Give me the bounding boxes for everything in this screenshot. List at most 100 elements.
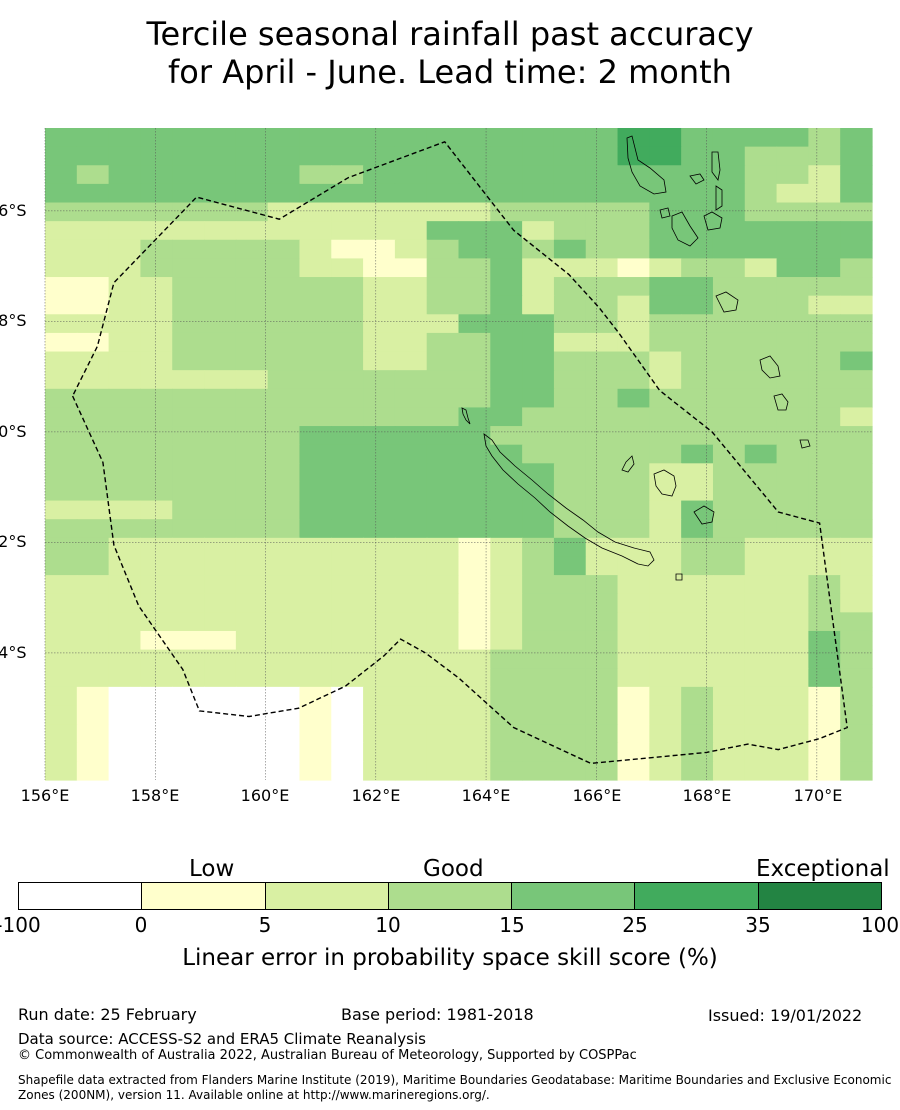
skill-cell — [426, 537, 460, 558]
skill-cell — [522, 314, 555, 334]
skill-cell — [363, 407, 396, 427]
skill-cell — [490, 537, 523, 558]
skill-cell — [808, 165, 841, 185]
skill-cell — [363, 128, 396, 148]
skill-cell — [649, 314, 682, 334]
skill-cell — [585, 463, 619, 483]
skill-cell — [204, 537, 237, 558]
skill-cell — [394, 388, 428, 409]
skill-cell — [617, 481, 650, 502]
skill-cell — [331, 388, 364, 409]
skill-cell — [299, 332, 332, 353]
skill-cell — [76, 239, 110, 259]
skill-cell — [744, 165, 778, 185]
skill-cell — [172, 537, 205, 558]
skill-cell — [235, 463, 269, 483]
skill-cell — [808, 668, 841, 688]
skill-cell — [45, 556, 78, 576]
skill-cell — [299, 351, 332, 371]
skill-cell — [649, 761, 682, 781]
skill-cell — [617, 239, 650, 259]
skill-cell — [299, 556, 332, 576]
skill-cell — [712, 165, 746, 185]
skill-cell — [458, 593, 491, 613]
skill-cell — [299, 724, 332, 744]
skill-cell — [331, 537, 364, 558]
skill-cell — [140, 258, 173, 278]
skill-cell — [712, 277, 746, 297]
skill-cell — [776, 165, 809, 185]
skill-cell — [681, 668, 714, 688]
skill-cell — [363, 630, 396, 651]
skill-cell — [712, 686, 746, 707]
lon-label: 164°E — [461, 786, 511, 805]
skill-cell — [585, 742, 619, 762]
island — [689, 173, 705, 185]
skill-cell — [76, 481, 110, 502]
skill-cell — [76, 388, 110, 409]
skill-cell — [649, 724, 682, 744]
skill-cell — [585, 593, 619, 613]
skill-cell — [172, 705, 205, 725]
skill-cell — [712, 351, 746, 371]
skill-cell — [840, 575, 873, 595]
island — [799, 439, 811, 449]
colorbar-tick: 25 — [622, 913, 648, 937]
skill-cell — [712, 332, 746, 353]
skill-cell — [840, 277, 873, 297]
graticule — [44, 128, 872, 780]
island — [715, 185, 723, 211]
colorbar-label: Linear error in probability space skill … — [182, 945, 718, 971]
skill-cell — [172, 258, 205, 278]
skill-cell — [617, 407, 650, 427]
skill-cell — [235, 128, 269, 148]
skill-cell — [681, 426, 714, 446]
skill-cell — [235, 668, 269, 688]
skill-cell — [808, 593, 841, 613]
skill-cell — [394, 426, 428, 446]
skill-cell — [235, 500, 269, 520]
skill-cell — [681, 649, 714, 669]
skill-cell — [458, 183, 491, 204]
skill-cell — [776, 630, 809, 651]
skill-cell — [840, 351, 873, 371]
skill-cell — [712, 742, 746, 762]
skill-cell — [299, 202, 332, 222]
skill-cell — [172, 500, 205, 520]
skill-cell — [45, 388, 78, 409]
skill-cell — [712, 146, 746, 166]
skill-cell — [267, 500, 301, 520]
skill-cell — [204, 649, 237, 669]
skill-cell — [522, 165, 555, 185]
legend-category-low: Low — [189, 856, 235, 882]
skill-cell — [712, 314, 746, 334]
skill-cell — [363, 221, 396, 241]
skill-cell — [76, 593, 110, 613]
skill-cell — [808, 705, 841, 725]
skill-cell — [617, 668, 650, 688]
skill-cell — [394, 612, 428, 632]
skill-cell — [45, 686, 78, 707]
skill-cell — [45, 519, 78, 539]
skill-cell — [363, 593, 396, 613]
colorbar-segment — [758, 883, 881, 909]
skill-cell — [617, 686, 650, 707]
skill-cell — [204, 612, 237, 632]
skill-cell — [76, 370, 110, 390]
skill-cell — [522, 332, 555, 353]
skill-cell — [681, 332, 714, 353]
skill-cell — [426, 575, 460, 595]
island — [773, 393, 789, 411]
skill-cell — [490, 332, 523, 353]
skill-cell — [394, 686, 428, 707]
skill-cell — [776, 500, 809, 520]
skill-cell — [363, 183, 396, 204]
colorbar-tick: 15 — [499, 913, 525, 937]
skill-cell — [394, 742, 428, 762]
skill-cell — [553, 500, 587, 520]
skill-cell — [840, 370, 873, 390]
skill-cell — [45, 481, 78, 502]
skill-cell — [394, 556, 428, 576]
skill-cell — [744, 444, 778, 464]
skill-cell — [299, 593, 332, 613]
